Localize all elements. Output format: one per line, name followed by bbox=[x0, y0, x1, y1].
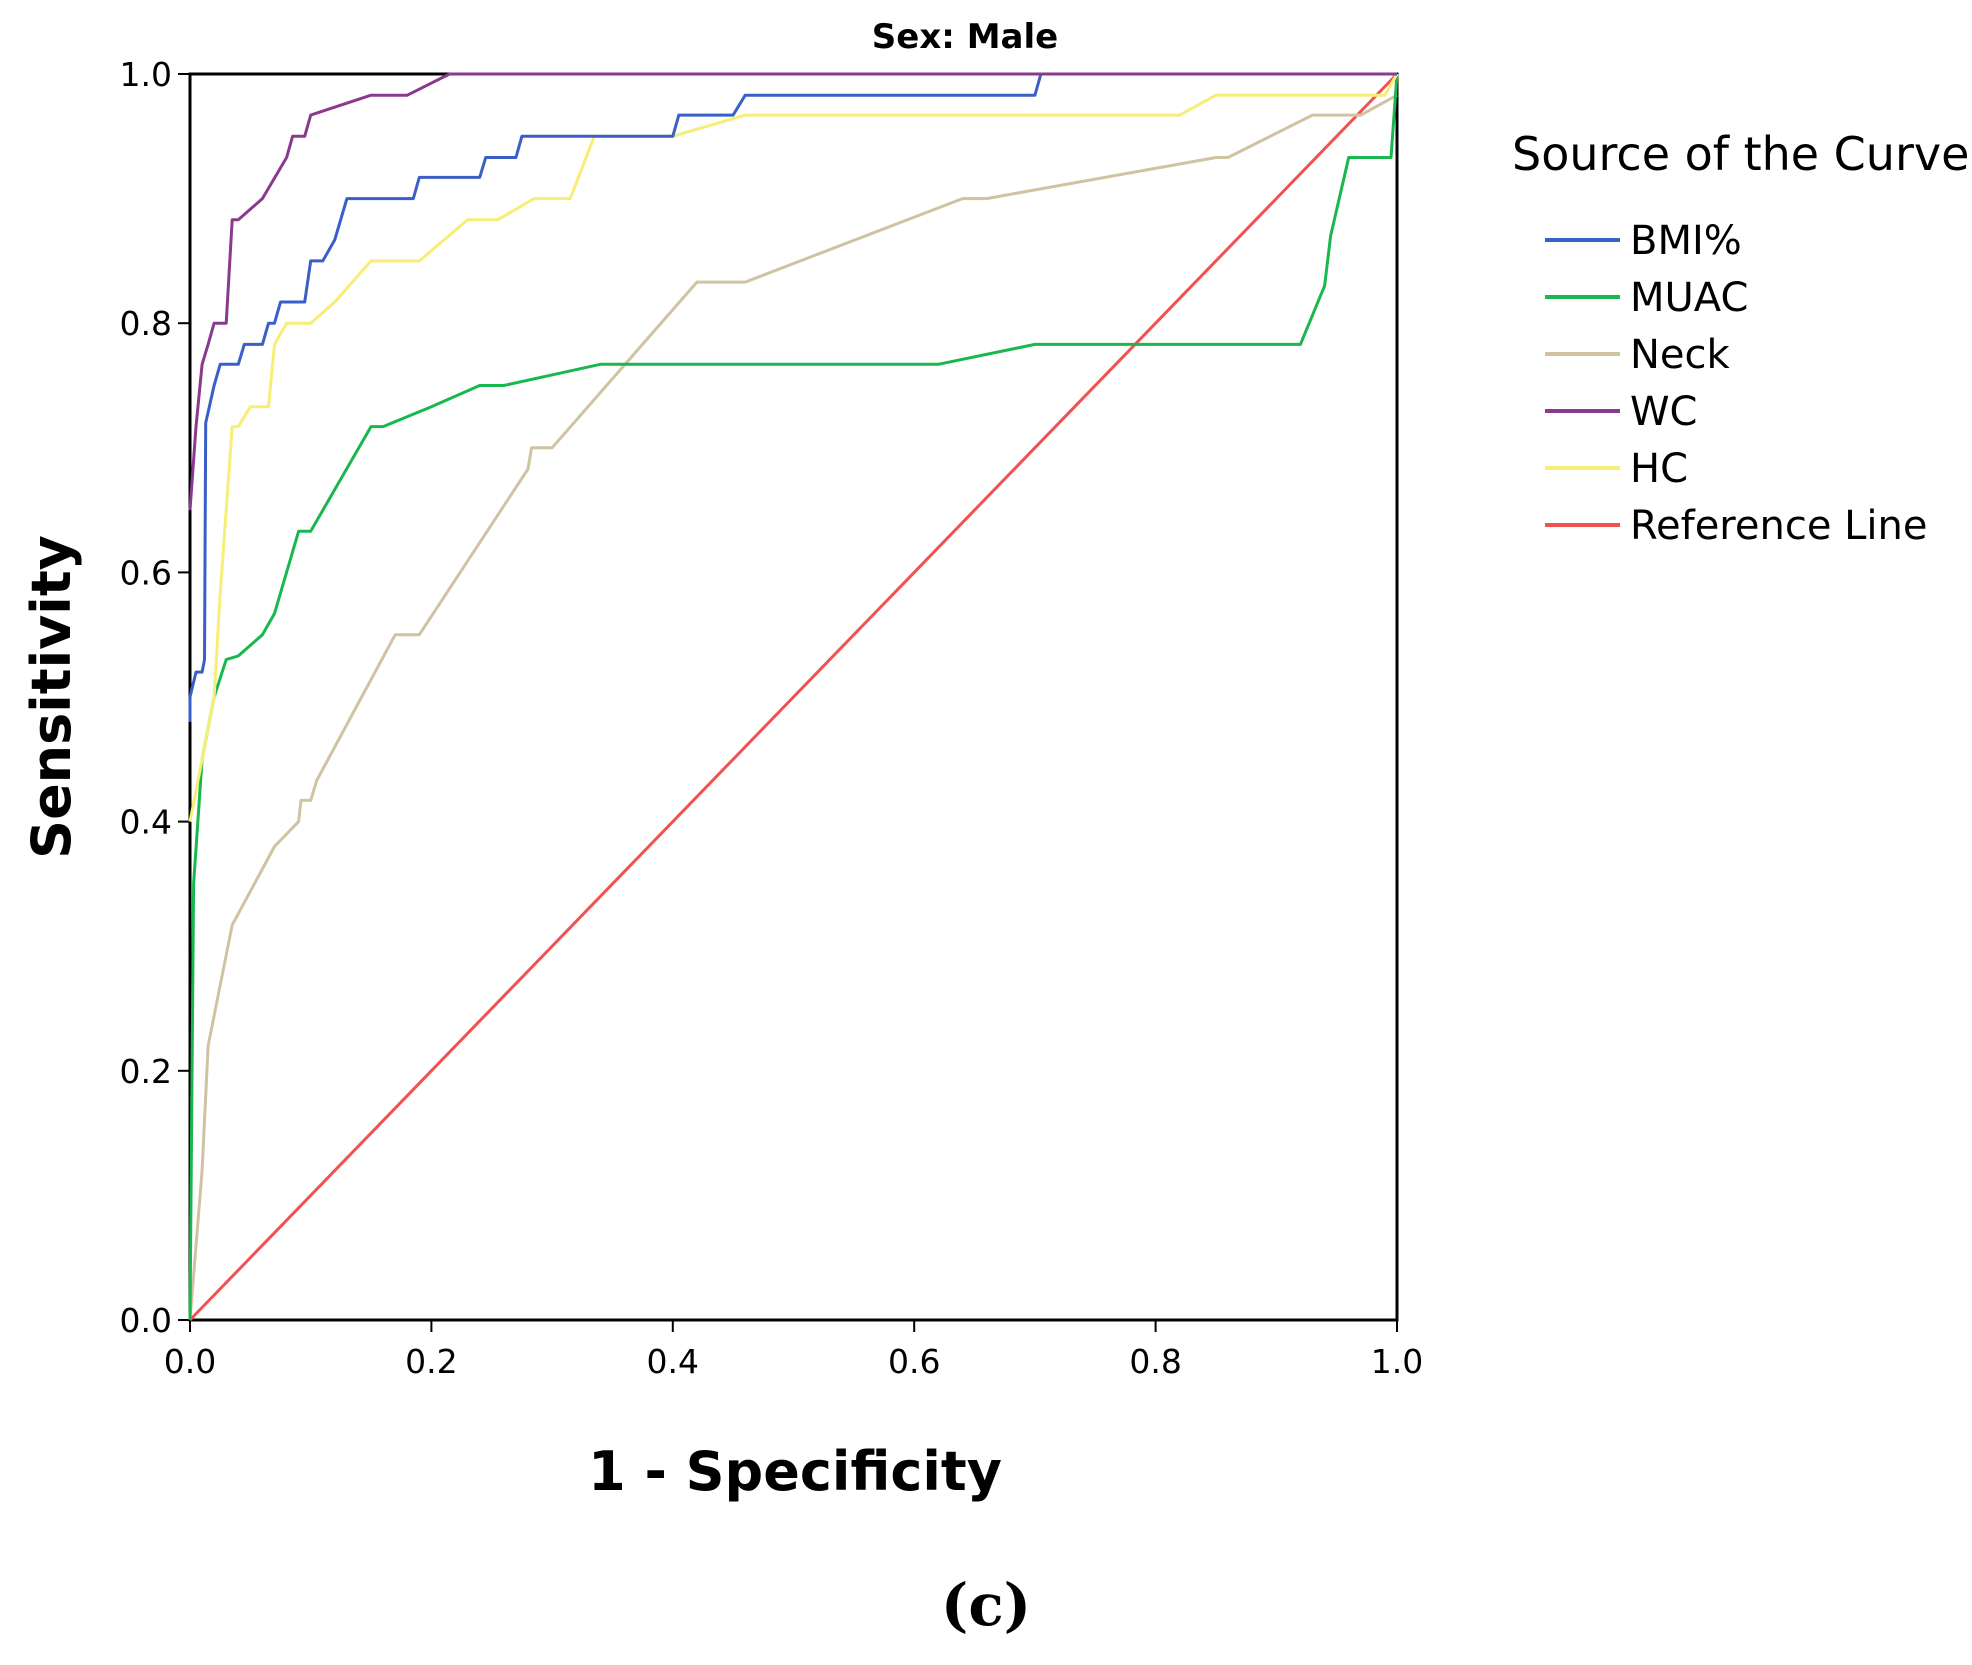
y-tick-label: 0.6 bbox=[120, 553, 172, 592]
legend-label-neck: Neck bbox=[1630, 332, 1731, 378]
legend-label-hc: HC bbox=[1630, 446, 1688, 492]
series-line-reference-line bbox=[188, 72, 1399, 1322]
chart-title: Sex: Male bbox=[872, 17, 1058, 57]
y-axis-ticks: 0.0 0.2 0.4 0.6 0.8 1.0 bbox=[120, 55, 190, 1340]
y-tick-label: 0.8 bbox=[120, 304, 172, 343]
legend-title: Source of the Curve bbox=[1512, 127, 1969, 181]
x-axis-label: 1 - Specificity bbox=[588, 1440, 1002, 1503]
series-group bbox=[188, 72, 1399, 1322]
series-line-wc bbox=[188, 72, 1397, 511]
legend-label-reference-line: Reference Line bbox=[1630, 503, 1928, 549]
legend: Source of the Curve BMI% MUAC Neck WC HC Refe… bbox=[1512, 127, 1969, 549]
x-tick-label: 0.6 bbox=[888, 1342, 940, 1381]
legend-label-muac: MUAC bbox=[1630, 275, 1748, 321]
x-tick-label: 0.2 bbox=[405, 1342, 457, 1381]
y-axis-label: Sensitivity bbox=[20, 535, 83, 859]
series-line-neck bbox=[188, 93, 1398, 1321]
x-tick-label: 0.0 bbox=[164, 1342, 216, 1381]
y-tick-label: 1.0 bbox=[120, 55, 172, 94]
y-tick-label: 0.4 bbox=[120, 803, 172, 842]
series-line-bmi bbox=[188, 72, 1397, 722]
figure-caption: (c) bbox=[941, 1571, 1031, 1639]
legend-label-bmi: BMI% bbox=[1630, 218, 1742, 264]
x-tick-label: 1.0 bbox=[1371, 1342, 1423, 1381]
x-tick-label: 0.8 bbox=[1129, 1342, 1181, 1381]
series-line-hc bbox=[188, 73, 1399, 822]
x-tick-label: 0.4 bbox=[647, 1342, 699, 1381]
legend-label-wc: WC bbox=[1630, 389, 1697, 435]
y-tick-label: 0.2 bbox=[120, 1052, 172, 1091]
series-line-muac bbox=[188, 73, 1399, 1321]
x-axis-ticks: 0.0 0.2 0.4 0.6 0.8 1.0 bbox=[164, 1320, 1423, 1381]
y-tick-label: 0.0 bbox=[120, 1301, 172, 1340]
